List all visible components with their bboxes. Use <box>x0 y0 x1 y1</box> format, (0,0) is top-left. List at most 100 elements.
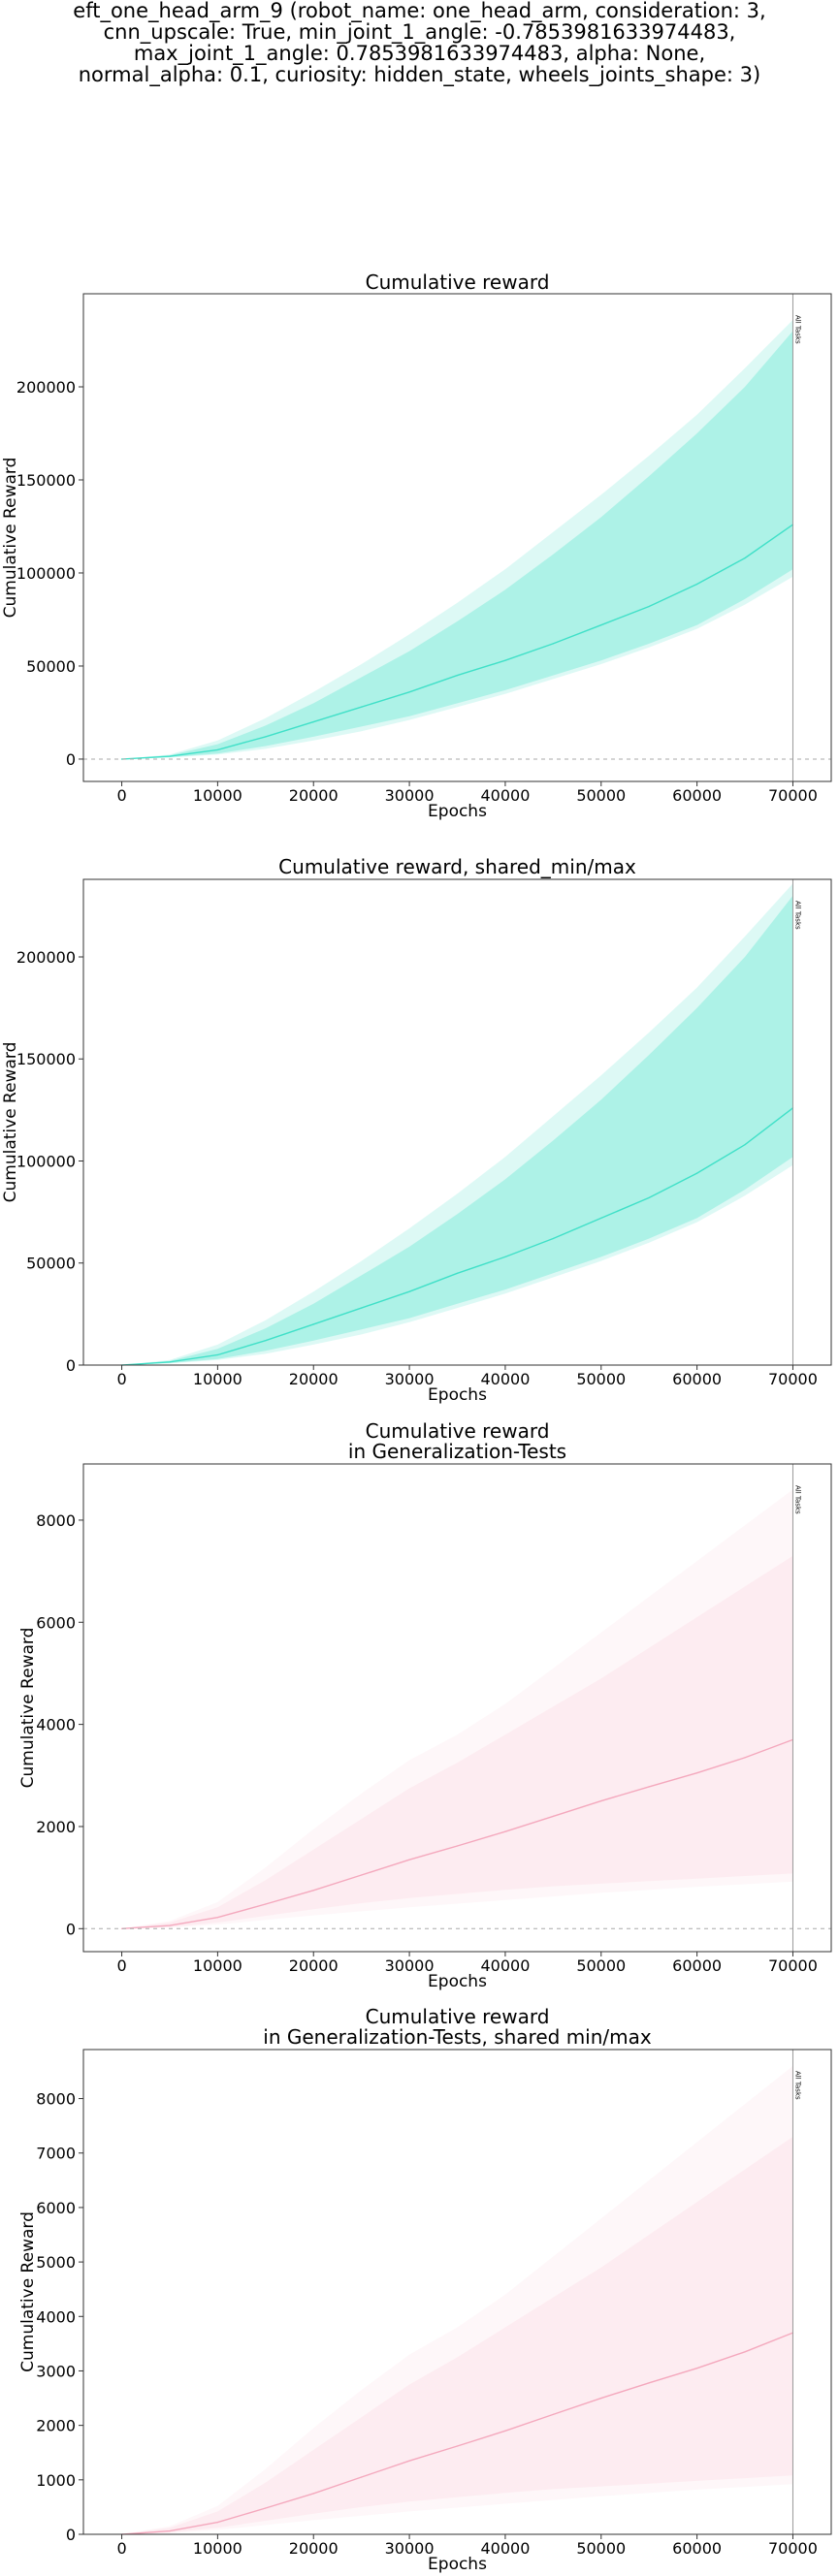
data-point <box>456 675 459 677</box>
series-quartile-band <box>121 895 793 1365</box>
x-tick-label: 50000 <box>576 786 626 805</box>
series-quartile-band <box>121 2136 793 2534</box>
y-tick-label: 5000 <box>36 2253 76 2272</box>
x-tick-label: 70000 <box>768 786 818 805</box>
y-axis-label: Cumulative Reward <box>18 2211 38 2372</box>
x-tick-label: 10000 <box>193 1370 242 1388</box>
data-point <box>504 659 506 661</box>
y-tick-label: 8000 <box>36 2090 76 2109</box>
data-point <box>361 1874 363 1876</box>
data-point <box>216 2522 218 2524</box>
x-tick-label: 40000 <box>480 1370 530 1388</box>
x-tick-label: 0 <box>116 1956 126 1975</box>
x-tick-label: 50000 <box>576 1956 626 1975</box>
chart-panel-1: Cumulative reward All Tasks 0 10000 20000 300… <box>1 270 832 821</box>
data-point <box>216 1353 218 1356</box>
data-point <box>744 1144 746 1146</box>
x-tick-label: 60000 <box>672 1370 722 1388</box>
data-point <box>312 1890 314 1892</box>
data-point <box>696 2368 698 2369</box>
data-point <box>408 1290 410 1292</box>
y-axis-label: Cumulative Reward <box>1 1042 20 1203</box>
x-tick-label: 30000 <box>385 1370 435 1388</box>
data-point <box>120 758 123 760</box>
task-boundary-label: All Tasks <box>793 901 801 930</box>
x-tick-label: 60000 <box>672 1956 722 1975</box>
data-point <box>648 605 650 608</box>
data-point <box>504 1256 506 1257</box>
data-point <box>600 624 602 626</box>
data-point <box>120 1927 123 1929</box>
data-point <box>648 2382 650 2384</box>
suptitle-line: max_joint_1_angle: 0.7853981633974483, a… <box>133 42 706 65</box>
x-axis-label: Epochs <box>428 1972 487 1991</box>
y-tick-label: 8000 <box>36 1511 76 1530</box>
task-boundary-label: All Tasks <box>793 2071 801 2100</box>
data-point <box>169 1924 171 1926</box>
y-tick-label: 2000 <box>36 2417 76 2435</box>
x-axis-label: Epochs <box>428 802 487 821</box>
data-point <box>696 583 698 586</box>
chart-title: Cumulative reward <box>366 2005 550 2028</box>
data-point <box>169 1361 171 1363</box>
y-tick-label: 50000 <box>26 657 76 676</box>
x-tick-label: 20000 <box>289 1370 339 1388</box>
data-point <box>265 1340 267 1342</box>
suptitle-line: normal_alpha: 0.1, curiosity: hidden_sta… <box>78 63 761 86</box>
data-point <box>648 1196 650 1198</box>
data-point <box>361 706 363 708</box>
y-tick-label: 1000 <box>36 2471 76 2490</box>
x-axis-label: Epochs <box>428 1385 487 1405</box>
axes-frame <box>82 1463 832 1953</box>
data-point <box>504 1830 506 1832</box>
x-tick-label: 20000 <box>289 2539 339 2558</box>
y-tick-label: 3000 <box>36 2362 76 2380</box>
y-tick-label: 200000 <box>16 378 76 397</box>
chart-title: Cumulative reward <box>366 270 550 294</box>
x-tick-label: 70000 <box>768 1370 818 1388</box>
x-tick-label: 50000 <box>576 2539 626 2558</box>
x-tick-label: 70000 <box>768 1956 818 1975</box>
task-boundary-label: All Tasks <box>793 1485 801 1514</box>
series-minmax-band <box>121 2065 793 2534</box>
data-point <box>408 691 410 693</box>
chart-panel-2: Cumulative reward, shared_min/max All Tas… <box>1 855 832 1405</box>
data-point <box>312 1323 314 1325</box>
axes-frame <box>82 2049 832 2535</box>
data-point <box>265 736 267 738</box>
y-tick-label: 150000 <box>16 1050 76 1068</box>
series-minmax-band <box>121 883 793 1365</box>
chart-title: Cumulative reward, shared_min/max <box>278 855 636 878</box>
series-quartile-band <box>121 331 793 759</box>
data-point <box>408 2460 410 2462</box>
data-point <box>552 643 554 645</box>
series-minmax-band <box>121 319 793 759</box>
x-tick-label: 60000 <box>672 2539 722 2558</box>
x-tick-label: 30000 <box>385 786 435 805</box>
data-point <box>456 1845 459 1847</box>
axes-frame <box>82 293 832 782</box>
y-tick-label: 100000 <box>16 1152 76 1170</box>
y-tick-label: 100000 <box>16 564 76 583</box>
data-point <box>169 2530 171 2532</box>
y-axis-label: Cumulative Reward <box>18 1628 38 1789</box>
x-tick-label: 40000 <box>480 786 530 805</box>
series-quartile-band <box>121 1555 793 1929</box>
y-tick-label: 150000 <box>16 471 76 490</box>
series-minmax-band <box>121 1489 793 1929</box>
data-point <box>600 1800 602 1802</box>
x-tick-label: 20000 <box>289 786 339 805</box>
x-tick-label: 40000 <box>480 2539 530 2558</box>
x-tick-label: 10000 <box>193 786 242 805</box>
y-tick-label: 4000 <box>36 2307 76 2326</box>
data-point <box>744 2351 746 2353</box>
x-tick-label: 60000 <box>672 786 722 805</box>
data-point <box>361 1307 363 1309</box>
data-point <box>216 748 218 751</box>
axes-frame <box>82 878 832 1366</box>
data-point <box>312 2493 314 2495</box>
x-tick-label: 10000 <box>193 1956 242 1975</box>
y-axis-label: Cumulative Reward <box>1 458 20 619</box>
data-point <box>552 1815 554 1817</box>
